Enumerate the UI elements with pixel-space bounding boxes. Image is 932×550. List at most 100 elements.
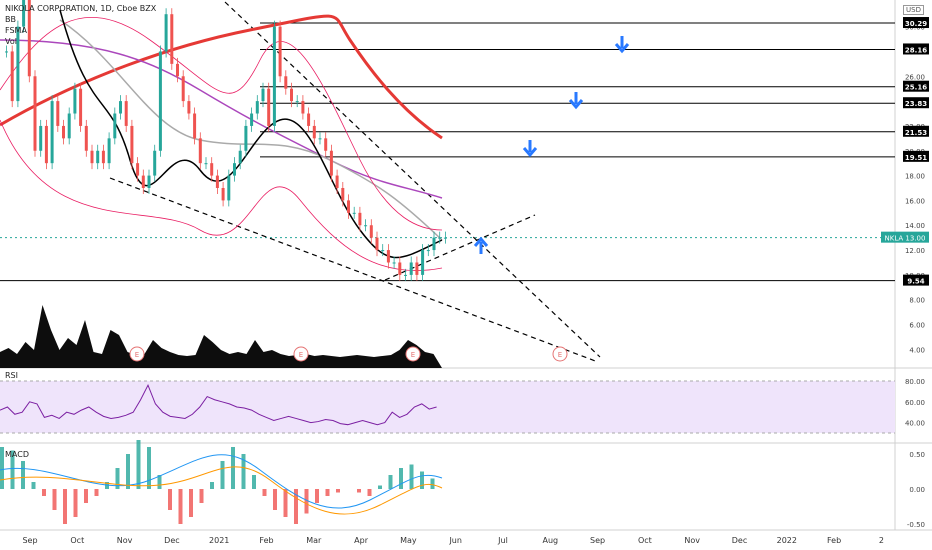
macd-histogram-bar: [283, 489, 288, 517]
candle-body: [90, 150, 94, 164]
candle-body: [227, 175, 231, 201]
last-price-label: NKLA 13.00: [885, 235, 926, 243]
macd-histogram-bar: [52, 489, 57, 510]
candle-body: [210, 163, 214, 176]
x-tick-label: 2: [879, 536, 884, 545]
level-label: 28.16: [905, 46, 927, 54]
candle-body: [50, 101, 54, 164]
candle-body: [295, 101, 299, 103]
candle-body: [398, 262, 402, 275]
candle-body: [44, 125, 48, 164]
level-label: 25.16: [905, 84, 927, 92]
macd-histogram-bar: [357, 489, 361, 493]
x-tick-label: 2022: [777, 536, 797, 545]
x-tick-label: 2021: [209, 536, 229, 545]
candle-body: [124, 101, 128, 126]
price-tick-label: 16.00: [905, 197, 925, 205]
price-tick-label: 4.00: [909, 346, 925, 354]
candle-body: [290, 88, 293, 102]
candle-body: [141, 175, 145, 188]
x-tick-label: Nov: [684, 536, 700, 545]
macd-label: MACD: [5, 450, 29, 459]
macd-histogram-bar: [31, 482, 36, 489]
macd-histogram-bar: [42, 489, 46, 496]
x-tick-label: Sep: [590, 536, 605, 545]
macd-histogram-bar: [388, 475, 393, 489]
arrow-head: [614, 43, 630, 54]
arrow-head: [522, 147, 538, 158]
candle-body: [187, 101, 191, 114]
macd-histogram-bar: [157, 475, 162, 489]
macd-histogram-bar: [147, 447, 151, 489]
earnings-marker: [129, 346, 145, 362]
trendline-lower: [109, 177, 599, 363]
candle-body: [318, 138, 322, 140]
level-label: 19.51: [905, 154, 927, 162]
candle-body: [22, 0, 26, 27]
sma-200-line: [0, 14, 443, 140]
macd-histogram-bar: [178, 489, 183, 524]
candle-body: [312, 125, 316, 139]
candle-body: [170, 14, 174, 64]
candle-body: [358, 212, 362, 226]
candle-body: [39, 125, 43, 151]
level-badge: [903, 274, 929, 286]
macd-histogram-bar: [73, 489, 78, 517]
candle-body: [221, 188, 225, 201]
candle-body: [335, 175, 339, 188]
earnings-marker-label: E: [299, 351, 303, 359]
level-badge: [903, 80, 929, 92]
candle-body: [381, 250, 385, 252]
macd-histogram-bar: [262, 489, 267, 496]
rsi-band: [0, 381, 895, 433]
macd-tick-label: 0.00: [909, 486, 925, 494]
macd-histogram-bar: [220, 461, 225, 489]
candle-body: [158, 51, 162, 151]
x-tick-label: Jun: [448, 536, 462, 545]
x-tick-label: Feb: [827, 536, 841, 545]
macd-histogram-bar: [409, 464, 414, 489]
earnings-marker-label: E: [135, 351, 139, 359]
macd-histogram-bar: [210, 482, 214, 489]
macd-histogram-bar: [63, 489, 67, 524]
legend-vol: Vol: [5, 37, 17, 46]
candle-body: [119, 101, 122, 114]
candle-body: [84, 125, 88, 151]
candle-body: [432, 237, 436, 251]
candle-body: [113, 113, 117, 139]
earnings-marker: [405, 346, 421, 362]
macd-histogram-bar: [168, 489, 172, 510]
arrow-down-icon: [522, 140, 538, 158]
macd-histogram-bar: [273, 489, 277, 510]
candle-body: [364, 225, 368, 227]
macd-signal-line: [0, 466, 443, 515]
candle-body: [329, 150, 333, 176]
macd-histogram-bar: [420, 471, 424, 489]
candle-body: [62, 125, 65, 139]
macd-histogram-bar: [94, 489, 99, 496]
candle-body: [443, 237, 447, 239]
candle-body: [324, 138, 328, 151]
earnings-marker-label: E: [558, 351, 562, 359]
candle-body: [147, 175, 151, 188]
candle-body: [67, 113, 71, 139]
candle-body: [96, 150, 100, 164]
candle-body: [278, 26, 282, 77]
candle-body: [215, 175, 219, 188]
candle-body: [386, 250, 390, 263]
currency-badge[interactable]: USD: [903, 5, 924, 15]
macd-histogram-bar: [10, 450, 15, 489]
macd-histogram-bar: [199, 489, 204, 503]
candle-body: [267, 88, 271, 126]
legend-title: NIKOLA CORPORATION, 1D, Cboe BZX: [5, 4, 157, 13]
price-tick-label: 14.00: [905, 222, 925, 230]
rsi-tick-label: 40.00: [905, 420, 925, 428]
candle-body: [101, 150, 105, 164]
level-label: 21.53: [905, 129, 927, 137]
candle-body: [421, 250, 425, 275]
price-tick-label: 6.00: [909, 322, 925, 330]
bb-lower: [0, 119, 443, 272]
arrow-down-icon: [568, 92, 584, 110]
candle-body: [193, 113, 197, 139]
candle-body: [347, 200, 350, 213]
